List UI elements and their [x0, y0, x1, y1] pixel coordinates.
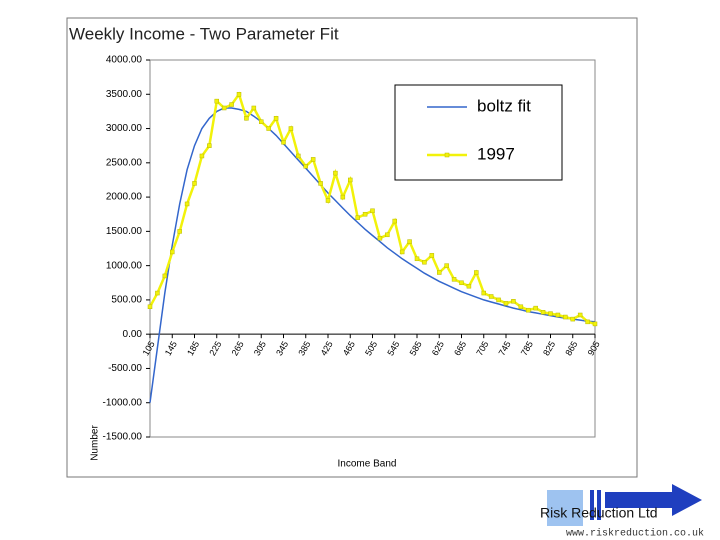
series-marker	[333, 170, 338, 176]
series-marker	[266, 126, 271, 131]
y-tick-label: 3000.00	[106, 123, 143, 134]
series-marker	[407, 239, 412, 244]
series-marker	[207, 143, 212, 148]
y-tick-label: -500.00	[108, 363, 142, 374]
series-marker	[518, 304, 524, 310]
series-marker	[251, 105, 257, 111]
y-tick-label: 1500.00	[106, 226, 143, 237]
y-tick-label: -1500.00	[103, 432, 143, 443]
legend-label: boltz fit	[477, 96, 531, 115]
series-marker	[385, 232, 390, 238]
series-marker	[511, 299, 516, 304]
y-axis-label: Number	[90, 425, 101, 461]
y-tick-label: 1000.00	[106, 260, 143, 271]
series-marker	[177, 229, 182, 234]
series-marker	[192, 181, 197, 186]
series-marker	[533, 305, 538, 311]
series-marker	[592, 321, 598, 327]
series-marker	[429, 253, 435, 258]
series-marker	[214, 98, 219, 104]
series-marker	[296, 153, 301, 159]
series-marker	[437, 270, 442, 275]
series-marker	[570, 316, 575, 322]
legend-box	[394, 84, 563, 181]
series-marker	[199, 153, 205, 159]
series-marker	[377, 235, 383, 241]
series-marker	[481, 290, 486, 296]
series-marker	[147, 304, 153, 310]
logo-bar	[590, 490, 594, 520]
series-marker	[422, 259, 427, 265]
company-url: www.riskreduction.co.uk	[566, 528, 704, 540]
company-name: Risk Reduction Ltd	[540, 505, 658, 521]
series-marker	[466, 283, 472, 289]
series-marker	[288, 126, 294, 131]
series-marker	[585, 319, 590, 325]
series-marker	[459, 280, 464, 286]
y-tick-label: 2000.00	[106, 192, 143, 203]
logo-bar	[597, 490, 601, 520]
x-axis-label: Income Band	[338, 459, 397, 470]
series-marker	[540, 309, 546, 315]
series-marker	[281, 140, 286, 145]
series-marker	[488, 294, 494, 299]
legend-label: 1997	[477, 144, 515, 163]
series-marker	[170, 249, 175, 255]
legend-marker	[444, 152, 450, 158]
y-tick-label: 4000.00	[106, 55, 143, 66]
y-tick-label: -1000.00	[103, 397, 143, 408]
chart-title: Weekly Income - Two Parameter Fit	[69, 24, 339, 43]
series-marker	[496, 297, 501, 303]
series-marker	[577, 312, 583, 318]
series-marker	[229, 102, 234, 107]
series-marker	[414, 256, 420, 262]
series-marker	[303, 163, 308, 169]
series-marker	[399, 249, 405, 255]
series-marker	[244, 116, 249, 121]
series-marker	[563, 314, 568, 320]
series-marker	[392, 218, 397, 224]
series-marker	[340, 194, 346, 200]
y-tick-label: 500.00	[111, 295, 142, 306]
series-marker	[474, 270, 479, 275]
series-marker	[503, 301, 509, 306]
series-marker	[451, 277, 457, 282]
y-tick-label: 0.00	[123, 329, 143, 340]
y-tick-label: 3500.00	[106, 89, 143, 100]
series-marker	[526, 307, 531, 313]
series-marker	[155, 290, 160, 296]
series-marker	[259, 119, 264, 124]
series-marker	[184, 201, 190, 207]
series-marker	[370, 208, 375, 214]
y-tick-label: 2500.00	[106, 157, 143, 168]
series-marker	[325, 198, 331, 203]
series-marker	[555, 312, 561, 318]
logo-square	[547, 490, 583, 526]
series-marker	[221, 105, 227, 111]
logo-arrow	[605, 484, 702, 516]
series-marker	[318, 181, 323, 186]
series-marker	[162, 273, 168, 279]
series-marker	[236, 92, 242, 97]
series-marker	[355, 215, 360, 220]
series-marker	[362, 211, 368, 217]
series-marker	[444, 263, 449, 268]
series-marker	[348, 177, 353, 183]
series-marker	[273, 116, 279, 121]
series-marker	[310, 157, 316, 162]
series-marker	[548, 311, 553, 316]
